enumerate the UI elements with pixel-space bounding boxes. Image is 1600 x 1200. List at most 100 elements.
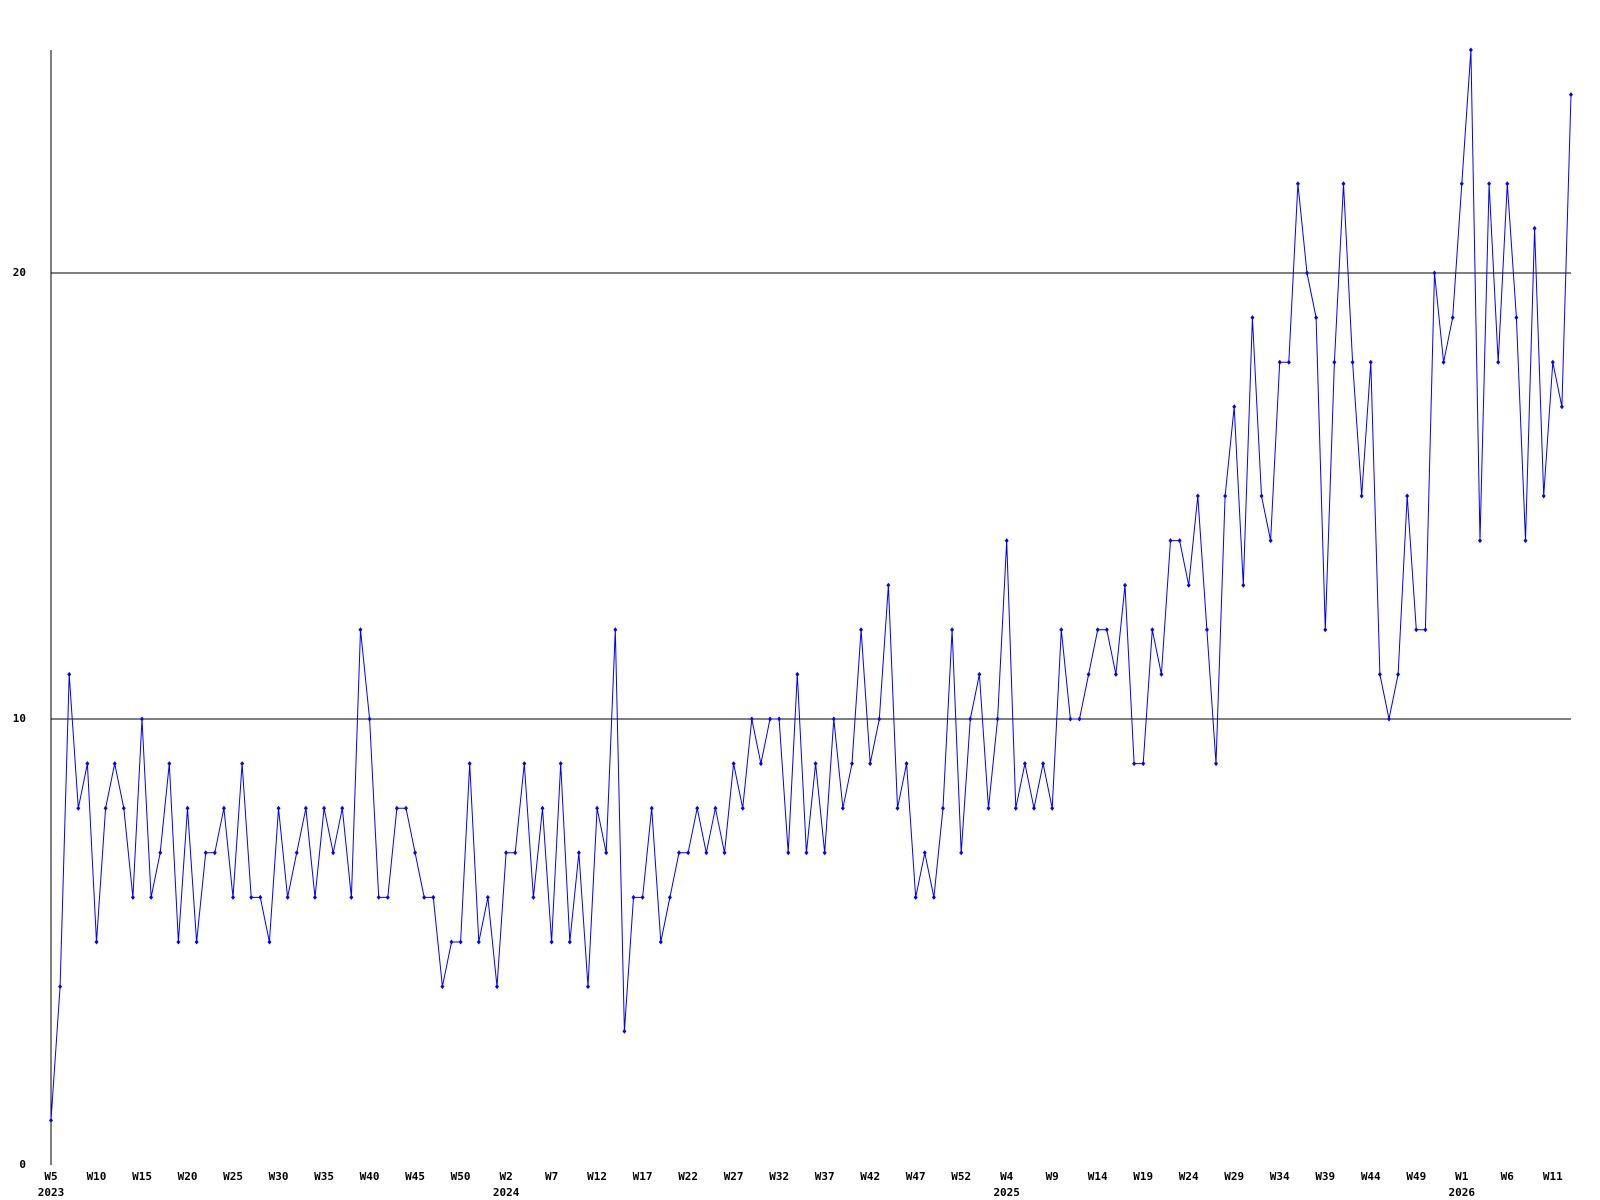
data-point [1559,404,1564,410]
data-point [94,939,99,945]
data-point [1204,627,1209,633]
y-tick-label: 20 [13,266,26,279]
data-point [1104,627,1109,633]
x-tick-label: W42 [860,1170,880,1183]
data-point [140,716,145,722]
data-point [604,850,609,856]
data-point [1277,359,1282,365]
data-point [1223,493,1228,499]
data-point [431,894,436,900]
data-point [658,939,663,945]
x-tick-label: W1 [1455,1170,1469,1183]
y-tick-label: 0 [19,1158,26,1171]
data-point [285,894,290,900]
x-tick-label: W2 [499,1170,512,1183]
data-point [1295,181,1300,187]
data-point [731,761,736,767]
x-tick-label: W37 [815,1170,835,1183]
data-point [1059,627,1064,633]
data-point [1305,270,1310,276]
data-point [1177,538,1182,544]
x-tick-label: W9 [1046,1170,1059,1183]
data-point [922,850,927,856]
data-point [695,805,700,811]
data-point [276,805,281,811]
data-point [158,850,163,856]
data-point [868,761,873,767]
data-point [549,939,554,945]
data-point [367,716,372,722]
x-tick-label: W29 [1224,1170,1244,1183]
data-point [977,671,982,677]
data-point [240,761,245,767]
data-point [1468,47,1473,53]
data-point [1423,627,1428,633]
data-point [358,627,363,633]
data-point [258,894,263,900]
data-point [340,805,345,811]
data-point [804,850,809,856]
data-point [1450,315,1455,321]
data-point [167,761,172,767]
data-point [777,716,782,722]
data-point [1004,538,1009,544]
data-point [58,984,63,990]
x-tick-label: W50 [451,1170,471,1183]
data-point [449,939,454,945]
x-year-label: 2023 [38,1186,65,1199]
data-point [849,761,854,767]
data-point [1286,359,1291,365]
x-tick-label: W19 [1133,1170,1153,1183]
y-tick-label: 10 [13,712,26,725]
x-tick-label: W44 [1361,1170,1381,1183]
data-point [67,671,72,677]
x-year-label: 2025 [993,1186,1020,1199]
x-tick-label: W20 [178,1170,198,1183]
data-point [494,984,499,990]
data-point [813,761,818,767]
data-point [1532,225,1537,231]
data-point [1077,716,1082,722]
data-point [212,850,217,856]
data-point [1232,404,1237,410]
data-point [576,850,581,856]
data-point [859,627,864,633]
data-point [831,716,836,722]
data-point [713,805,718,811]
x-tick-label: W52 [951,1170,971,1183]
data-point [1022,761,1027,767]
data-point [1113,671,1118,677]
data-point [394,805,399,811]
data-point [677,850,682,856]
data-point [1050,805,1055,811]
x-tick-label: W10 [87,1170,107,1183]
data-point [504,850,509,856]
data-point [795,671,800,677]
data-point [1132,761,1137,767]
data-point [1159,671,1164,677]
data-point [413,850,418,856]
x-tick-label: W47 [906,1170,926,1183]
data-point [249,894,254,900]
data-point [649,805,654,811]
x-year-label: 2024 [493,1186,520,1199]
data-point [458,939,463,945]
data-point [467,761,472,767]
data-point [476,939,481,945]
data-point [112,761,117,767]
x-tick-label: W4 [1000,1170,1014,1183]
data-point [1396,671,1401,677]
data-point [613,627,618,633]
data-point [1459,181,1464,187]
data-point [422,894,427,900]
data-point [331,850,336,856]
data-point [1250,315,1255,321]
data-point [1068,716,1073,722]
x-tick-label: W34 [1270,1170,1290,1183]
data-point [704,850,709,856]
x-tick-label: W49 [1406,1170,1426,1183]
data-point [995,716,1000,722]
data-point [1350,359,1355,365]
data-point [722,850,727,856]
